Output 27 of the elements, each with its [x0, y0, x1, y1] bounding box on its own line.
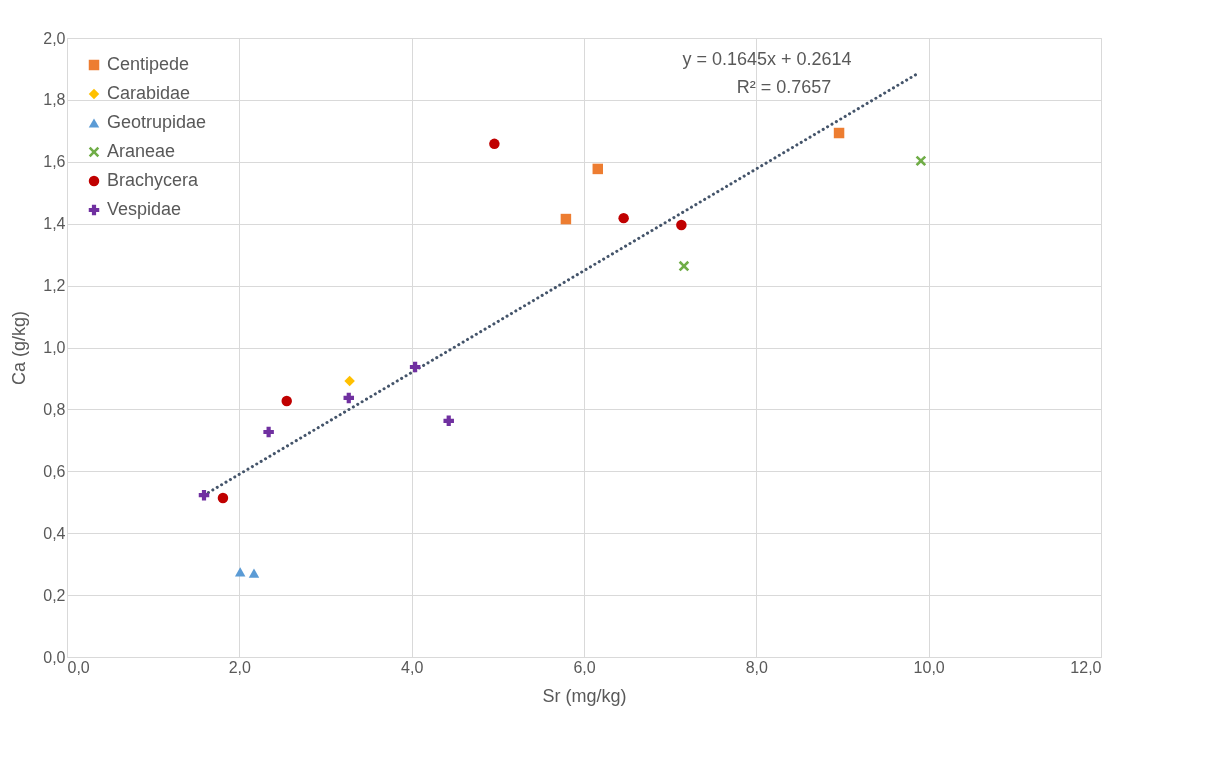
legend-label: Vespidae: [107, 199, 182, 219]
x-tick-label: 6,0: [573, 658, 596, 676]
x-tick-label: 0,0: [67, 658, 90, 676]
y-tick-label: 2,0: [43, 29, 66, 47]
annotation: y = 0.1645x + 0.2614: [682, 49, 852, 69]
x-tick-label: 12,0: [1070, 658, 1102, 676]
y-tick-label: 1,8: [43, 91, 66, 109]
x-axis-title: Sr (mg/kg): [542, 685, 627, 706]
y-tick-label: 0,8: [43, 400, 66, 418]
legend-label: Araneae: [107, 141, 176, 161]
y-tick-label: 0,4: [43, 524, 66, 542]
y-tick-label: 1,0: [43, 339, 66, 356]
legend-label: Centipede: [107, 54, 190, 74]
annotation: R² = 0.7657: [736, 77, 832, 97]
y-tick-label: 0,6: [43, 462, 66, 480]
x-tick-label: 8,0: [745, 658, 769, 676]
legend-label: Brachycera: [107, 170, 200, 190]
x-tick-label: 10,0: [913, 658, 945, 676]
y-tick-label: 1,6: [43, 153, 66, 171]
y-axis-title: Ca (g/kg): [9, 310, 30, 386]
y-tick-label: 0,2: [43, 586, 66, 604]
y-tick-label: 1,4: [43, 215, 66, 233]
y-tick-label: 1,2: [43, 277, 66, 295]
x-tick-label: 4,0: [401, 658, 424, 676]
x-tick-label: 2,0: [228, 658, 252, 676]
legend-label: Geotrupidae: [107, 112, 207, 132]
legend-label: Carabidae: [107, 83, 191, 103]
